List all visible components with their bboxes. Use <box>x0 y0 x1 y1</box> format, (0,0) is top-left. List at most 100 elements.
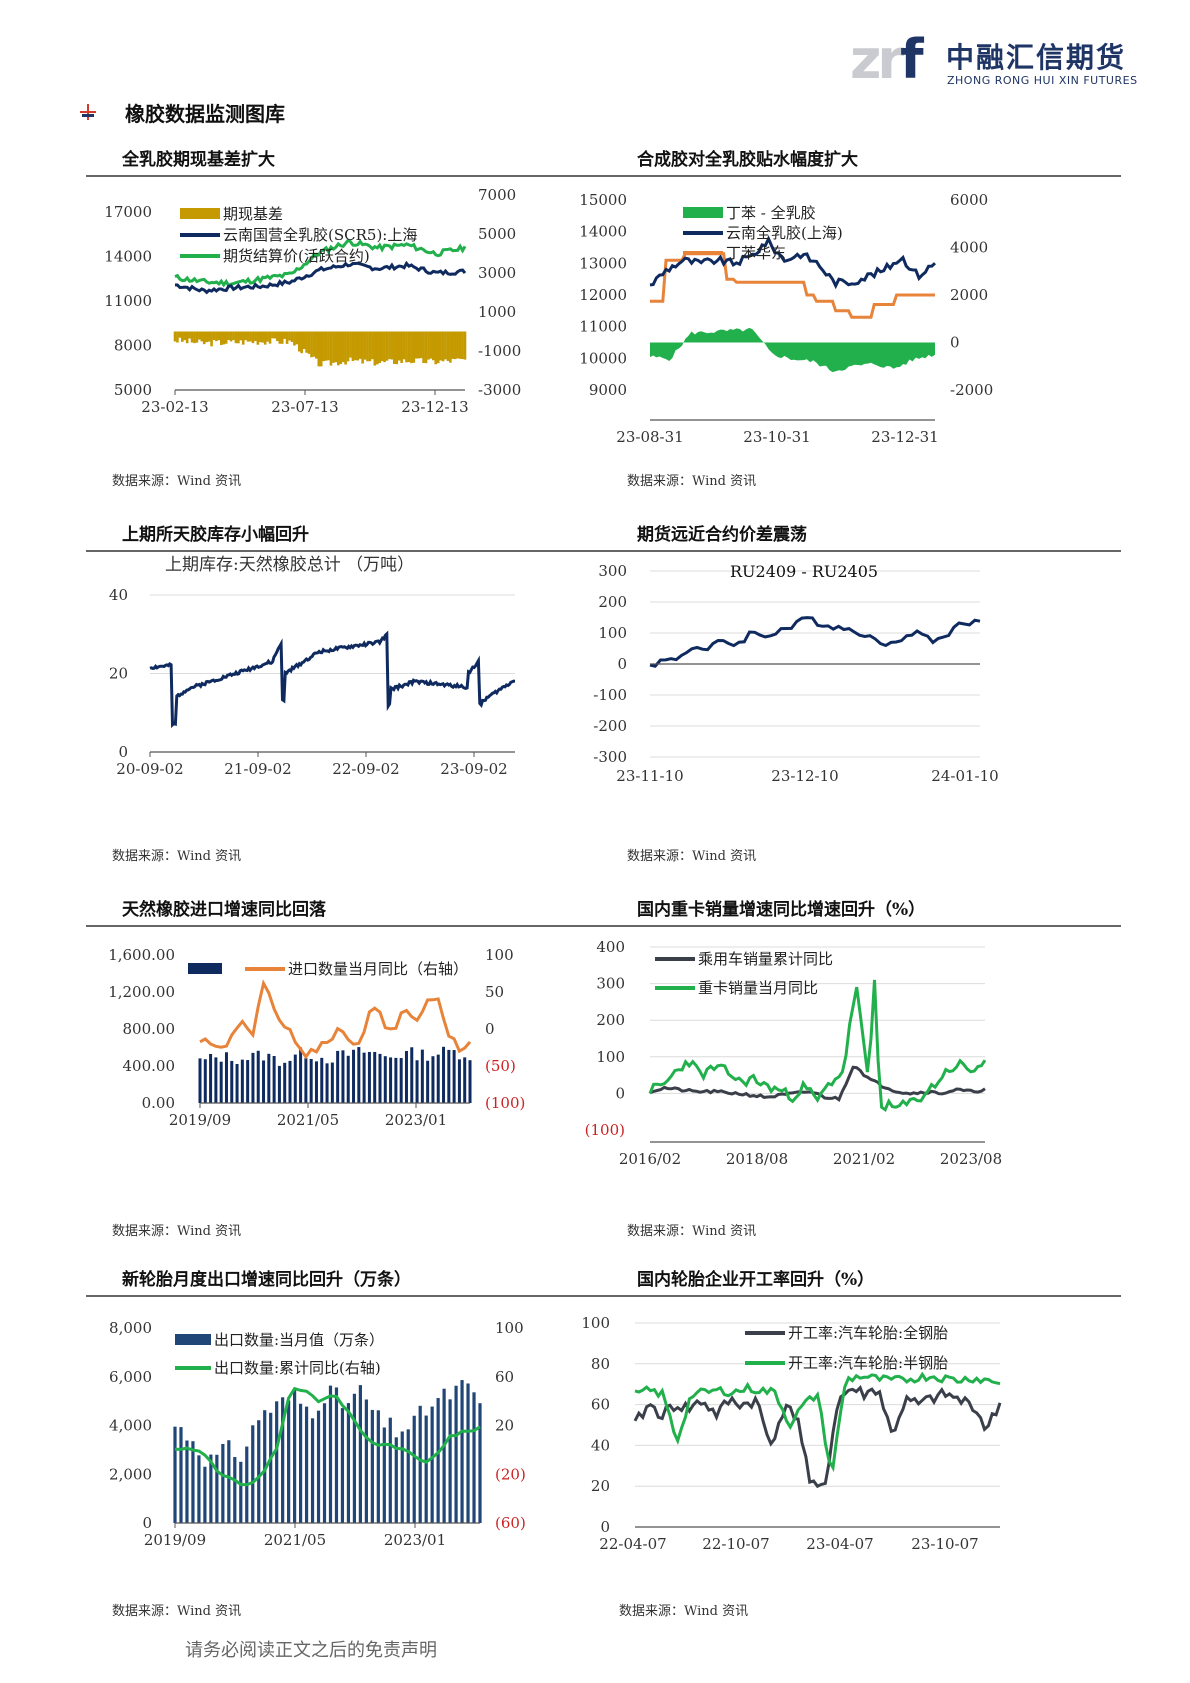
y-tick-label: 14000 <box>579 223 627 241</box>
y-tick-label: 40 <box>591 1436 610 1454</box>
y-tick-label: -300 <box>593 748 627 766</box>
basis-bar <box>441 331 445 362</box>
export-bar <box>334 1387 339 1523</box>
basis-bar <box>198 331 201 340</box>
x-tick-label: 22-10-07 <box>702 1535 769 1553</box>
legend-label: 出口数量:当月值（万条） <box>214 1331 384 1349</box>
import-bar <box>262 1060 266 1103</box>
panel-divider <box>86 925 606 927</box>
import-bar <box>304 1058 308 1103</box>
y-tick-label: -200 <box>593 717 627 735</box>
basis-bar <box>344 331 347 365</box>
y-tick-label: (60) <box>495 1514 526 1532</box>
import-bar <box>431 1056 435 1103</box>
basis-bar <box>237 331 240 344</box>
export-bar <box>185 1440 189 1523</box>
y-tick-label: 15000 <box>579 191 627 209</box>
y-tick-label: 12000 <box>579 286 627 304</box>
import-bar <box>457 1059 461 1103</box>
basis-bar <box>188 331 191 339</box>
export-bar <box>472 1392 476 1523</box>
basis-bar <box>429 331 433 359</box>
export-bar <box>448 1399 452 1523</box>
basis-bar <box>361 331 364 364</box>
basis-bar <box>195 331 199 343</box>
import-bar <box>378 1053 382 1103</box>
basis-bar <box>215 331 218 342</box>
basis-bar <box>205 331 208 343</box>
basis-bar <box>354 331 357 361</box>
basis-bar <box>424 331 428 364</box>
panel-c8: 国内轮胎企业开工率回升（%） 0 20 40 60 80 100 22-04-07 22-10… <box>581 1265 1121 1625</box>
y-tick-label: 0 <box>950 334 960 352</box>
basis-bar <box>444 331 447 360</box>
series-export-yoy-line <box>174 1386 481 1487</box>
import-bar <box>341 1050 345 1103</box>
panel-c1: 全乳胶期现基差扩大 5000 8000 11000 14000 17000 -3000 -1… <box>80 145 606 495</box>
export-bar <box>364 1399 368 1523</box>
basis-bar <box>178 331 182 338</box>
y-tick-label: 300 <box>598 562 627 580</box>
export-bar <box>215 1454 219 1523</box>
x-tick-label: 2023/01 <box>384 1531 446 1549</box>
basis-bar <box>190 331 194 343</box>
export-bar <box>287 1400 291 1523</box>
y-tick-label: 60 <box>495 1368 514 1386</box>
export-bar <box>400 1431 404 1523</box>
legend-swatch <box>683 207 723 218</box>
y-tick-label: 20 <box>495 1417 514 1435</box>
y-tick-label: 0 <box>142 1514 152 1532</box>
panel-title: 国内轮胎企业开工率回升（%） <box>637 1270 875 1290</box>
export-bar <box>316 1410 321 1523</box>
legend-swatch <box>175 1334 211 1345</box>
export-bar <box>442 1388 446 1523</box>
basis-bar <box>261 331 265 343</box>
basis-bar <box>302 331 306 349</box>
y-tick-label: 0 <box>118 743 128 761</box>
basis-bar <box>283 331 286 339</box>
y-tick-label: 14000 <box>104 248 152 266</box>
panel-title: 合成胶对全乳胶贴水幅度扩大 <box>637 150 858 170</box>
y-tick-label: 0 <box>615 1084 625 1102</box>
basis-bar <box>290 331 294 342</box>
basis-bar <box>246 331 250 342</box>
import-bar <box>320 1057 324 1103</box>
basis-bar <box>227 331 230 340</box>
data-source: 数据来源：Wind 资讯 <box>112 1224 242 1239</box>
panel-title: 上期所天胶库存小幅回升 <box>122 525 309 545</box>
basis-bar <box>356 331 360 361</box>
y-tick-label: 50 <box>485 983 504 1001</box>
chart-c8: 0 20 40 60 80 100 22-04-07 22-10-07 23-04-07 23-1… <box>581 1314 1002 1553</box>
legend-label: 云南国营全乳胶(SCR5):上海 <box>223 226 417 244</box>
basis-bar <box>417 331 420 359</box>
basis-bar <box>439 331 442 361</box>
basis-bar <box>368 331 372 362</box>
basis-bar <box>202 331 206 345</box>
y-tick-label: 8,000 <box>109 1319 152 1337</box>
basis-bar <box>263 331 267 345</box>
basis-bar <box>383 331 386 363</box>
basis-bar <box>461 331 464 360</box>
basis-bar <box>315 331 318 359</box>
export-bar <box>454 1385 458 1523</box>
panel-title: 新轮胎月度出口增速同比回升（万条） <box>122 1270 411 1290</box>
x-tick-label: 23-04-07 <box>806 1535 873 1553</box>
import-bar <box>389 1057 393 1103</box>
y-tick-label: 11000 <box>104 292 152 310</box>
x-tick-label: 23-11-10 <box>616 767 683 785</box>
import-bar <box>246 1060 250 1103</box>
x-tick-label: 22-04-07 <box>599 1535 666 1553</box>
y-tick-label: 200 <box>598 593 627 611</box>
legend-label: 云南全乳胶(上海) <box>726 224 843 242</box>
section-title: 橡胶数据监测图库 <box>125 102 285 126</box>
y-tick-label: 11000 <box>579 318 627 336</box>
basis-bar <box>181 331 184 342</box>
basis-bar <box>414 331 418 359</box>
import-bar <box>219 1061 223 1103</box>
basis-bar <box>373 331 377 366</box>
export-bar <box>298 1403 303 1523</box>
basis-bar <box>222 331 226 345</box>
import-bar <box>468 1060 472 1103</box>
basis-bar <box>390 331 394 360</box>
y-tick-label: 200 <box>596 1011 625 1029</box>
